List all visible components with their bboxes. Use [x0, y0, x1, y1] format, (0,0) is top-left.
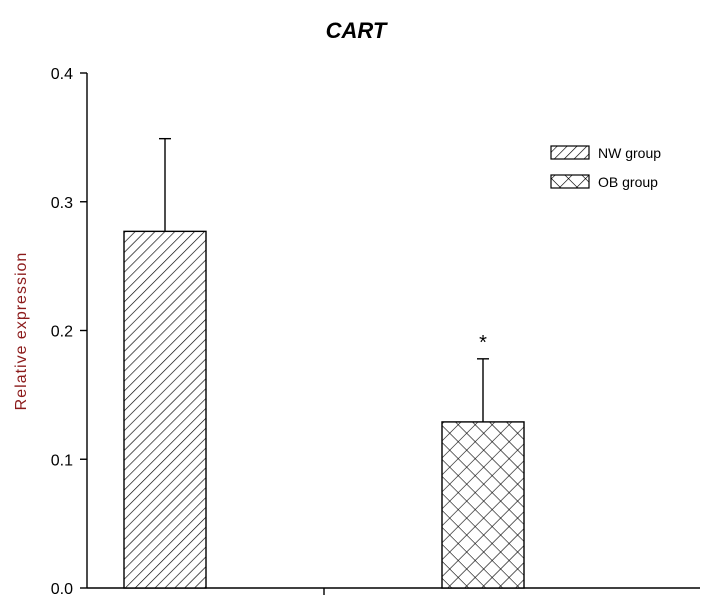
y-tick-label: 0.3: [51, 195, 73, 212]
bar-nw-group: [123, 230, 207, 589]
y-tick-label: 0.0: [51, 581, 73, 598]
legend-label: OB group: [598, 174, 658, 190]
y-axis-label: Relative expression: [13, 252, 30, 411]
legend-item: OB group: [550, 174, 658, 190]
legend-swatch: [550, 145, 590, 160]
bar-ob-group: [441, 421, 525, 589]
y-tick-label: 0.4: [51, 66, 73, 83]
significance-marker: *: [479, 332, 487, 354]
legend-item: NW group: [550, 145, 661, 161]
legend: NW group OB group: [550, 145, 661, 190]
y-tick-label: 0.2: [51, 324, 73, 341]
chart-title: CART: [326, 18, 388, 43]
legend-swatch: [550, 174, 590, 189]
y-tick-label: 0.1: [51, 452, 73, 469]
legend-label: NW group: [598, 145, 661, 161]
plot-area: 0.0 0.1 0.2 0.3 0.4 * NW group OB group: [51, 66, 700, 598]
